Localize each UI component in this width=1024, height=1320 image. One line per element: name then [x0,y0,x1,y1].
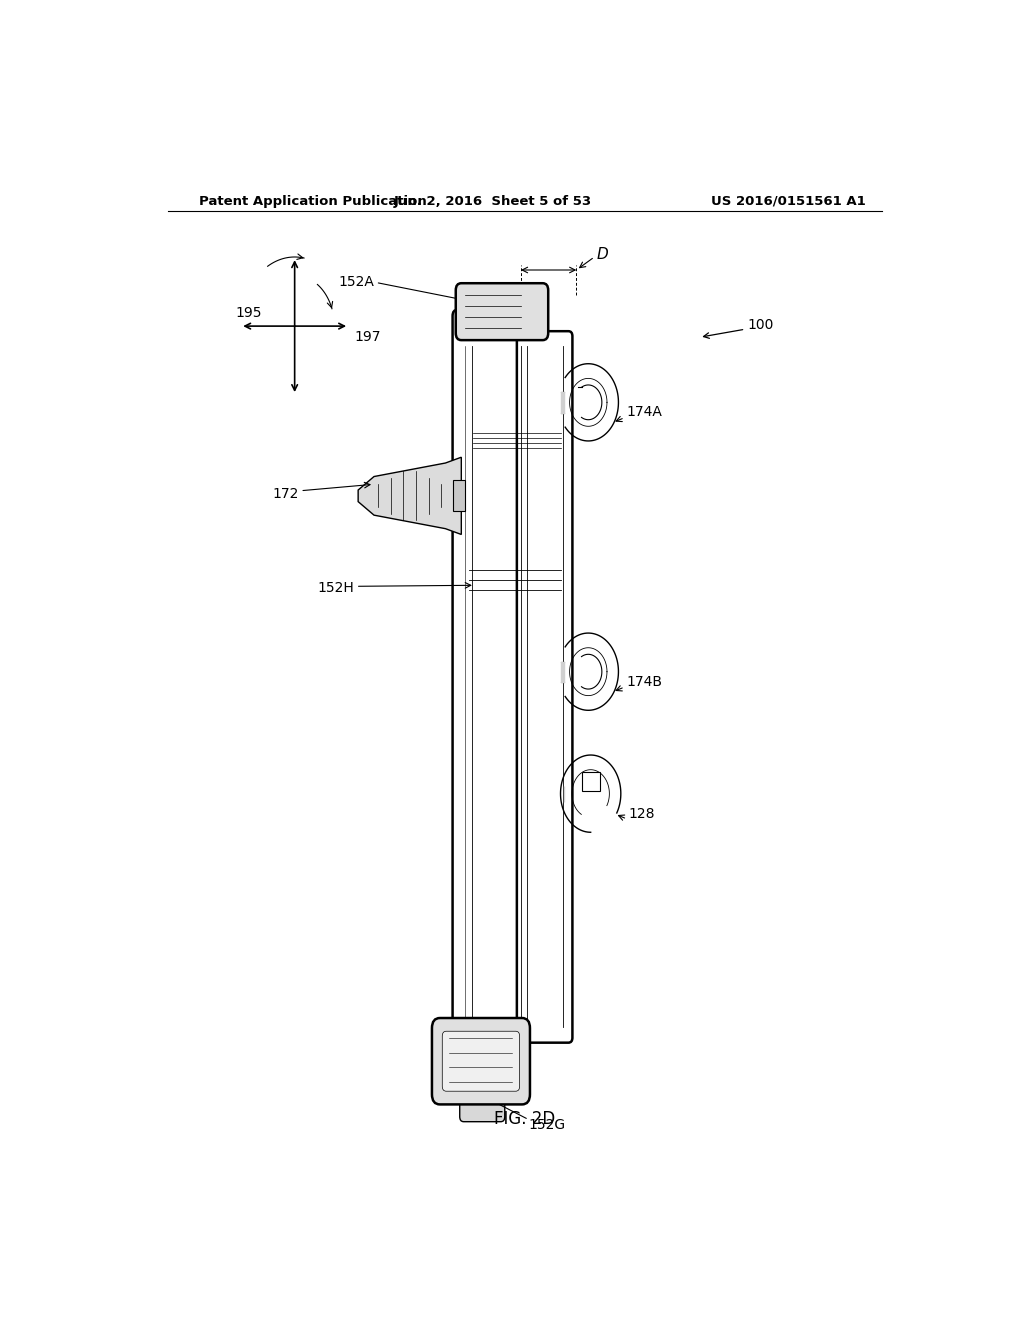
Bar [582,772,600,791]
Text: 174B: 174B [627,675,663,689]
Text: 152G: 152G [528,1118,566,1131]
Text: Jun. 2, 2016  Sheet 5 of 53: Jun. 2, 2016 Sheet 5 of 53 [394,194,592,207]
Bar [454,480,465,511]
FancyBboxPatch shape [432,1018,530,1105]
Text: 152A: 152A [338,276,374,289]
FancyBboxPatch shape [442,1031,519,1092]
Text: 172: 172 [272,487,299,500]
FancyBboxPatch shape [460,1089,505,1122]
Polygon shape [358,457,461,535]
Text: US 2016/0151561 A1: US 2016/0151561 A1 [712,194,866,207]
FancyBboxPatch shape [456,284,548,341]
Text: Patent Application Publication: Patent Application Publication [200,194,427,207]
Text: 174A: 174A [627,405,663,420]
Text: 197: 197 [354,330,381,345]
FancyBboxPatch shape [517,331,572,1043]
Text: 100: 100 [748,318,773,333]
Text: 195: 195 [236,306,262,319]
Text: D: D [596,247,608,263]
Text: 128: 128 [629,807,655,821]
FancyBboxPatch shape [453,310,529,1064]
Text: 152H: 152H [317,581,354,595]
Text: FIG. 2D: FIG. 2D [495,1110,555,1127]
